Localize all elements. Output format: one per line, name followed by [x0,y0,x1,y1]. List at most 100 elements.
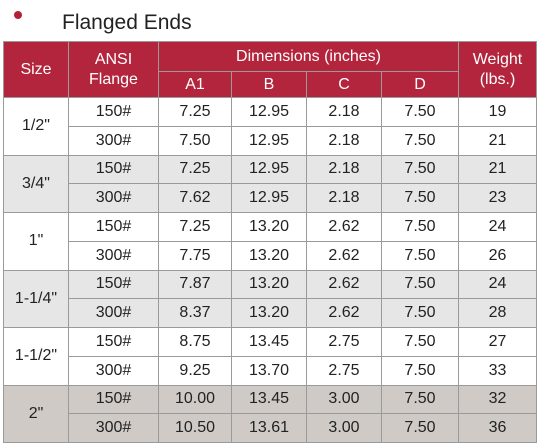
section-title: Flanged Ends [62,11,192,34]
b-cell: 13.20 [231,240,307,271]
a1-cell: 7.25 [158,154,232,185]
flange-cell: 150# [68,154,159,185]
flange-cell: 300# [68,125,159,156]
flange-cell: 300# [68,355,159,386]
b-cell: 12.95 [231,125,307,156]
d-cell: 7.50 [381,355,459,386]
weight-cell: 24 [458,212,537,242]
table-row: 1" 150# 7.25 13.20 2.62 7.50 24 [3,212,537,271]
c-cell: 2.62 [306,269,382,300]
table-row: 1-1/2" 150# 8.75 13.45 2.75 7.50 27 [3,327,537,386]
header-row-sub: A1 B C D [4,71,537,98]
flanged-ends-table: Size ANSI Flange Dimensions (inches) Wei… [3,41,537,443]
d-cell: 7.50 [381,154,459,185]
c-cell: 2.62 [306,298,382,328]
flange-cell: 150# [68,212,159,242]
c-cell: 2.75 [306,355,382,386]
c-cell: 2.18 [306,183,382,213]
section-heading: Flanged Ends [0,0,539,40]
flange-cell: 300# [68,183,159,213]
d-cell: 7.50 [381,269,459,300]
a1-cell: 7.50 [158,125,232,156]
b-cell: 13.20 [231,269,307,300]
b-cell: 13.45 [231,327,307,357]
b-cell: 13.45 [231,384,307,415]
header-ansi-line2: Flange [89,70,138,88]
table-row: 3/4" 150# 7.25 12.95 2.18 7.50 21 [3,154,537,213]
flange-cell: 150# [68,327,159,357]
b-cell: 12.95 [231,97,307,127]
c-cell: 2.75 [306,327,382,357]
weight-cell: 26 [458,240,537,271]
header-ansi-line1: ANSI [94,50,133,68]
weight-cell: 21 [458,154,537,185]
table-row: 300# 8.37 13.20 2.62 7.50 28 [4,298,537,328]
header-dimensions: Dimensions (inches) [158,41,459,72]
d-cell: 7.50 [381,413,459,443]
c-cell: 3.00 [306,413,382,443]
b-cell: 13.20 [231,212,307,242]
a1-cell: 10.50 [158,413,232,443]
weight-cell: 32 [458,384,537,415]
weight-cell: 21 [458,125,537,156]
header-a1: A1 [158,71,232,98]
d-cell: 7.50 [381,212,459,242]
header-weight-line1: Weight [472,50,523,68]
table-row: 2" 150# 10.00 13.45 3.00 7.50 32 [3,384,537,443]
header-b: B [231,71,307,98]
a1-cell: 7.75 [158,240,232,271]
c-cell: 3.00 [306,384,382,415]
weight-cell: 19 [458,97,537,127]
a1-cell: 10.00 [158,384,232,415]
c-cell: 2.18 [306,97,382,127]
c-cell: 2.18 [306,154,382,185]
flange-cell: 150# [68,269,159,300]
a1-cell: 9.25 [158,355,232,386]
table-row: 300# 10.50 13.61 3.00 7.50 36 [4,413,537,443]
table-row: 300# 7.75 13.20 2.62 7.50 26 [4,240,537,271]
header-d: D [381,71,459,98]
flange-cell: 300# [68,298,159,328]
d-cell: 7.50 [381,327,459,357]
flange-cell: 150# [68,384,159,415]
b-cell: 12.95 [231,154,307,185]
weight-cell: 33 [458,355,537,386]
flange-cell: 300# [68,413,159,443]
size-cell: 1-1/4" [3,269,69,328]
a1-cell: 8.75 [158,327,232,357]
d-cell: 7.50 [381,125,459,156]
size-cell: 1-1/2" [3,327,69,386]
table-row: 300# 9.25 13.70 2.75 7.50 33 [4,355,537,386]
d-cell: 7.50 [381,384,459,415]
d-cell: 7.50 [381,298,459,328]
a1-cell: 7.25 [158,97,232,127]
size-cell: 1/2" [3,97,69,156]
size-cell: 2" [3,384,69,443]
size-cell: 1" [3,212,69,271]
header-size: Size [3,41,69,98]
c-cell: 2.62 [306,240,382,271]
flange-cell: 300# [68,240,159,271]
table-body: 1/2" 150# 7.25 12.95 2.18 7.50 19 300# 7.50 12.95… [3,97,537,443]
d-cell: 7.50 [381,183,459,213]
header-weight-line2: (lbs.) [479,70,516,88]
a1-cell: 7.25 [158,212,232,242]
b-cell: 12.95 [231,183,307,213]
weight-cell: 27 [458,327,537,357]
a1-cell: 8.37 [158,298,232,328]
b-cell: 13.20 [231,298,307,328]
header-c: C [306,71,382,98]
bullet-icon [14,11,22,19]
weight-cell: 36 [458,413,537,443]
b-cell: 13.61 [231,413,307,443]
table-row: 1-1/4" 150# 7.87 13.20 2.62 7.50 24 [3,269,537,328]
flange-cell: 150# [68,97,159,127]
header-ansi-flange: ANSI Flange [68,41,159,98]
c-cell: 2.18 [306,125,382,156]
weight-cell: 23 [458,183,537,213]
b-cell: 13.70 [231,355,307,386]
table-row: 300# 7.50 12.95 2.18 7.50 21 [4,125,537,156]
d-cell: 7.50 [381,97,459,127]
weight-cell: 24 [458,269,537,300]
size-cell: 3/4" [3,154,69,213]
